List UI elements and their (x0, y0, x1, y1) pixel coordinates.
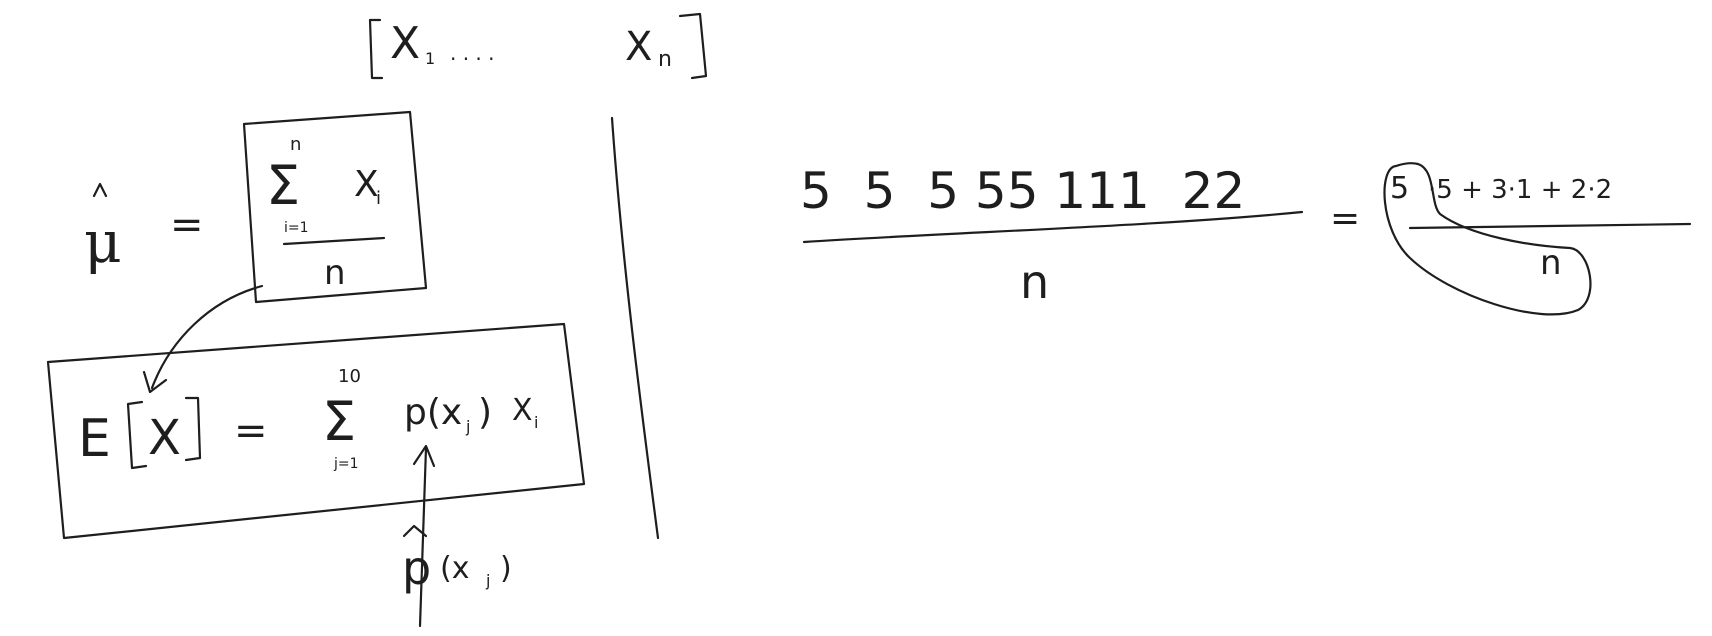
expectation-sum-symbol: Σ (322, 390, 356, 453)
left-bracket (368, 18, 384, 80)
example-weighted-terms: ·5 + 3·1 + 2·2 (1428, 175, 1612, 205)
vector-ellipsis: . . . . (450, 41, 495, 65)
numeric-example: 5 5 5 55 111 22 n = 5 ·5 + 3·1 + 2·2 n (800, 162, 1692, 316)
e-right-bracket (184, 396, 202, 462)
p-hat-arg-close: ) (500, 551, 512, 586)
expectation-equals: = (234, 408, 268, 454)
expectation-prob: p(x (404, 392, 462, 433)
p-hat-arg-sub: j (485, 571, 490, 590)
mu-box (242, 110, 428, 304)
mu-hat-symbol: μ (84, 208, 122, 276)
mu-sum-upper: n (290, 134, 301, 155)
e-left-bracket (126, 400, 148, 470)
example-rhs-bar (1408, 222, 1692, 230)
expectation-prob-close: ) (478, 392, 492, 433)
expectation-formula: E X = 10 Σ j=1 p(x j ) X i (46, 322, 586, 540)
vector-first-var: X (390, 18, 420, 69)
mu-term-sub: i (376, 188, 381, 209)
expectation-sum-upper: 10 (338, 366, 361, 387)
expectation-box (46, 322, 586, 540)
expectation-sum-lower: j=1 (333, 456, 359, 472)
expectation-prob-sub: j (465, 417, 470, 436)
sample-vector: X 1 . . . . X n (368, 12, 708, 80)
divider-line (610, 116, 660, 540)
mu-fraction-bar (282, 236, 386, 246)
vector-last-sub: n (658, 47, 672, 72)
expectation-term-sub: i (534, 413, 538, 432)
p-hat-arg: (x (440, 551, 469, 586)
expectation-var: X (148, 410, 181, 466)
vector-last-var: X (625, 24, 652, 70)
mu-term-var: X (354, 164, 379, 205)
hat-mark (92, 182, 108, 198)
p-hat-mark (402, 524, 428, 538)
example-fraction-bar (802, 210, 1304, 244)
mu-denominator: n (324, 253, 346, 293)
example-rhs-denominator: n (1540, 243, 1562, 283)
example-denominator: n (1020, 255, 1049, 309)
mu-hat-formula: μ = n Σ i=1 X i n (84, 110, 428, 304)
example-circled-5: 5 (1390, 171, 1409, 206)
mu-sum-lower: i=1 (284, 220, 309, 236)
example-loop (1383, 162, 1592, 316)
mu-equals: = (170, 202, 204, 248)
p-hat-label: p (x j ) (402, 524, 512, 595)
vector-first-sub: 1 (425, 49, 435, 68)
example-equals: = (1330, 198, 1360, 239)
p-hat-letter: p (402, 541, 431, 595)
expectation-term-var: X (512, 393, 533, 428)
mu-sum-symbol: Σ (266, 154, 300, 217)
p-hat-arrow (412, 444, 436, 628)
expectation-operator: E (78, 409, 111, 469)
link-arrow (142, 284, 264, 394)
right-bracket (678, 12, 708, 80)
example-numerator: 5 5 5 55 111 22 (800, 162, 1245, 220)
